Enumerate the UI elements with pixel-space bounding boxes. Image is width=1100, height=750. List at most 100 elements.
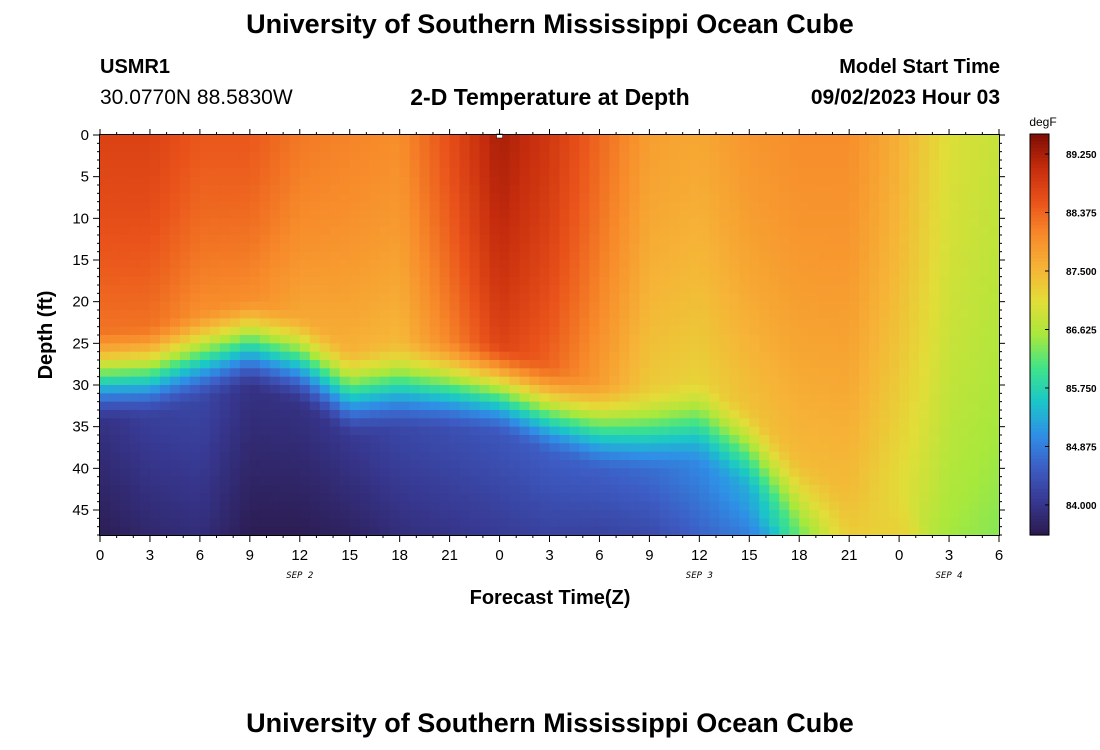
heatmap-cell: [219, 210, 231, 219]
heatmap-cell: [819, 451, 830, 461]
colorbar-segment: [1030, 281, 1049, 285]
heatmap-cell: [129, 410, 141, 419]
heatmap-cell: [919, 310, 930, 319]
heatmap-cell: [519, 493, 531, 503]
heatmap-cell: [229, 385, 241, 394]
colorbar-segment: [1030, 257, 1049, 262]
heatmap-cell: [549, 426, 561, 436]
heatmap-cell: [239, 368, 251, 378]
colorbar-segment: [1030, 421, 1049, 426]
heatmap-cell: [859, 368, 870, 378]
heatmap-cell: [549, 210, 561, 219]
heatmap-cell: [789, 485, 800, 494]
heatmap-cell: [579, 468, 591, 478]
heatmap-cell: [859, 393, 870, 403]
heatmap-cell: [579, 285, 591, 294]
colorbar-segment: [1030, 190, 1049, 195]
heatmap-cell: [819, 318, 830, 328]
heatmap-cell: [789, 476, 800, 486]
heatmap-cell: [389, 351, 401, 361]
heatmap-cell: [339, 226, 351, 236]
heatmap-cell: [529, 410, 541, 419]
heatmap-cell: [869, 301, 880, 311]
heatmap-cell: [489, 460, 501, 469]
heatmap-cell: [349, 301, 361, 311]
heatmap-cell: [489, 376, 501, 386]
heatmap-cell: [229, 510, 241, 519]
heatmap-cell: [659, 235, 670, 244]
heatmap-cell: [219, 301, 231, 311]
heatmap-cell: [179, 135, 191, 144]
heatmap-cell: [169, 518, 181, 528]
heatmap-cell: [619, 485, 631, 494]
heatmap-cell: [579, 151, 591, 161]
heatmap-cell: [899, 151, 910, 161]
heatmap-cell: [819, 393, 830, 403]
heatmap-cell: [229, 401, 241, 411]
heatmap-cell: [959, 368, 970, 378]
heatmap-cell: [419, 293, 431, 303]
heatmap-cell: [689, 210, 700, 219]
y-tick-label: 5: [81, 169, 89, 186]
heatmap-cell: [719, 251, 730, 261]
heatmap-cell: [589, 185, 601, 194]
heatmap-cell: [359, 485, 371, 494]
heatmap-cell: [709, 326, 720, 336]
heatmap-cell: [959, 326, 970, 336]
heatmap-cell: [799, 343, 810, 353]
heatmap-cell: [199, 485, 211, 494]
heatmap-cell: [139, 176, 151, 186]
heatmap-cell: [729, 226, 740, 236]
heatmap-cell: [549, 526, 561, 536]
heatmap-cell: [509, 426, 521, 436]
heatmap-cell: [519, 293, 531, 303]
heatmap-cell: [489, 418, 501, 428]
heatmap-cell: [589, 301, 601, 311]
heatmap-cell: [939, 160, 950, 169]
heatmap-cell: [939, 418, 950, 428]
heatmap-cell: [709, 251, 720, 261]
heatmap-cell: [259, 385, 271, 394]
heatmap-cell: [389, 176, 401, 186]
heatmap-cell: [989, 268, 1000, 278]
heatmap-cell: [689, 226, 700, 236]
heatmap-cell: [689, 501, 700, 511]
heatmap-cell: [359, 385, 371, 394]
heatmap-cell: [209, 243, 221, 253]
heatmap-cell: [569, 368, 581, 378]
heatmap-cell: [479, 393, 491, 403]
heatmap-cell: [219, 468, 231, 478]
heatmap-cell: [249, 376, 261, 386]
heatmap-cell: [459, 485, 471, 494]
heatmap-cell: [949, 476, 960, 486]
heatmap-cell: [939, 151, 950, 161]
heatmap-cell: [359, 143, 371, 153]
heatmap-cell: [669, 151, 680, 161]
heatmap-cell: [989, 193, 1000, 203]
heatmap-cell: [749, 135, 760, 144]
heatmap-cell: [739, 168, 750, 178]
heatmap-cell: [319, 360, 331, 369]
heatmap-cell: [759, 501, 770, 511]
heatmap-cell: [779, 368, 790, 378]
heatmap-cell: [579, 510, 591, 519]
heatmap-cell: [659, 193, 670, 203]
heatmap-cell: [929, 201, 940, 211]
heatmap-cell: [459, 251, 471, 261]
heatmap-cell: [879, 243, 890, 253]
heatmap-cell: [919, 385, 930, 394]
heatmap-cell: [289, 510, 301, 519]
heatmap-cell: [809, 410, 820, 419]
heatmap-cell: [319, 135, 331, 144]
heatmap-cell: [199, 176, 211, 186]
heatmap-cell: [729, 268, 740, 278]
heatmap-cell: [829, 276, 840, 286]
heatmap-cell: [100, 426, 111, 436]
heatmap-cell: [839, 435, 850, 444]
heatmap-cell: [789, 285, 800, 294]
heatmap-cell: [289, 460, 301, 469]
heatmap-cell: [439, 426, 451, 436]
heatmap-cell: [409, 343, 421, 353]
heatmap-cell: [919, 293, 930, 303]
heatmap-cell: [409, 168, 421, 178]
